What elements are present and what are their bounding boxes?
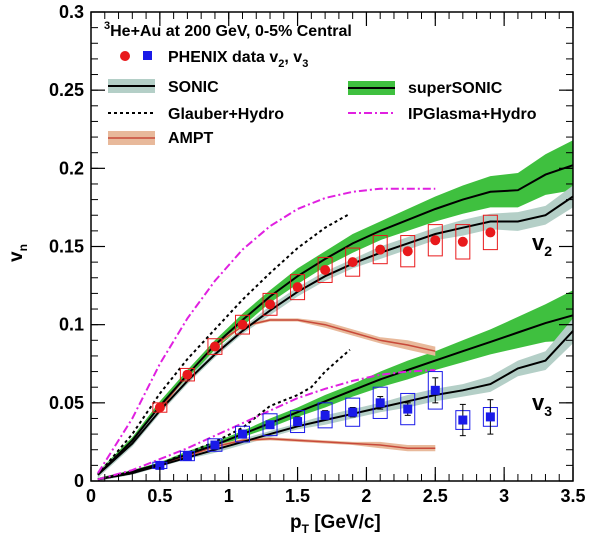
y-axis-title: vn (6, 244, 30, 262)
chart-title: 3He+Au at 200 GeV, 0-5% Central (104, 20, 352, 40)
y-tick-label: 0.2 (59, 158, 84, 178)
phenix-v2-point (154, 402, 165, 413)
phenix-v2-point (265, 299, 276, 310)
phenix-v2-syst-box (455, 224, 471, 260)
sonic-v2-band (97, 185, 574, 478)
phenix-v3-point (485, 412, 495, 422)
lines-layer (97, 164, 574, 481)
phenix-v3-point (293, 417, 303, 427)
phenix-v3-point (182, 451, 192, 461)
phenix-v2-syst-box (234, 314, 250, 335)
legend-label-glauber: Glauber+Hydro (168, 106, 284, 123)
ampt-v3-line (159, 438, 436, 467)
phenix-v2-point (320, 264, 331, 275)
x-tick-label: 0 (86, 486, 96, 506)
x-tick-label: 3 (499, 486, 509, 506)
legend-label-ipglasma: IPGlasma+Hydro (408, 106, 537, 123)
phenix-v3-point (155, 460, 165, 470)
x-tick-label: 2 (361, 486, 371, 506)
y-tick-label: 0.15 (49, 237, 84, 257)
label-v2: v2 (532, 230, 552, 259)
x-tick-label: 1.5 (285, 486, 310, 506)
data-layer (152, 214, 498, 470)
phenix-v2-point (182, 369, 193, 380)
phenix-v3-syst-box (262, 413, 278, 437)
glauber-v2-line (97, 212, 351, 476)
phenix-v2-point (457, 236, 468, 247)
phenix-v2-syst-box (179, 367, 195, 382)
x-tick-label: 2.5 (423, 486, 448, 506)
phenix-v3-syst-box (345, 397, 361, 427)
phenix-v3-syst-box (234, 425, 250, 443)
y-tick-label: 0.3 (59, 2, 84, 22)
phenix-v2-point (292, 282, 303, 293)
phenix-v3-syst-box (317, 402, 333, 429)
phenix-v2-syst-box (427, 224, 443, 257)
phenix-v2-point (485, 227, 496, 238)
phenix-v3-point (348, 407, 358, 417)
x-tick-label: 3.5 (560, 486, 585, 506)
phenix-v3-syst-box (427, 371, 443, 410)
label-v3: v3 (532, 390, 552, 419)
phenix-v3-syst-box (400, 392, 416, 426)
phenix-v2-syst-box (372, 235, 388, 265)
phenix-v3-syst-box (207, 438, 223, 452)
legend: PHENIX data v2, v3 SONIC superSONIC Glau… (108, 49, 537, 147)
sonic-v2-line (97, 195, 574, 476)
ipglasma-v3-line (97, 369, 436, 481)
supersonic-v3-line (97, 314, 574, 481)
legend-label-sonic: SONIC (168, 79, 219, 96)
y-tick-label: 0.1 (59, 315, 84, 335)
phenix-v3-point (210, 440, 220, 450)
legend-marker-phenix-v2 (120, 51, 130, 61)
y-tick-label: 0 (74, 471, 84, 491)
phenix-v3-point (458, 415, 468, 425)
phenix-v3-point (403, 404, 413, 414)
phenix-v2-syst-box (290, 274, 306, 301)
phenix-v2-point (375, 244, 386, 255)
phenix-v3-point (430, 385, 440, 395)
x-tick-label: 0.5 (147, 486, 172, 506)
legend-label-supersonic: superSONIC (408, 80, 503, 97)
phenix-v2-point (402, 246, 413, 257)
y-tick-label: 0.25 (49, 80, 84, 100)
x-tick-label: 1 (224, 486, 234, 506)
phenix-v2-point (430, 235, 441, 246)
phenix-v2-point (237, 319, 248, 330)
legend-label-ampt: AMPT (168, 130, 214, 147)
phenix-v2-point (209, 341, 220, 352)
phenix-v2-syst-box (482, 214, 498, 251)
phenix-v3-syst-box (179, 450, 195, 462)
x-axis-title: pT [GeV/c] (290, 512, 381, 536)
ipglasma-v2-line (97, 187, 436, 474)
glauber-v3-line (97, 348, 351, 481)
phenix-v2-syst-box (207, 338, 223, 355)
y-tick-label: 0.05 (49, 393, 84, 413)
phenix-v3-syst-box (372, 386, 388, 419)
phenix-v3-point (265, 420, 275, 430)
phenix-v3-point (320, 410, 330, 420)
sonic-v3-line (97, 330, 574, 481)
legend-label-phenix: PHENIX data v2, v3 (168, 49, 308, 70)
phenix-v2-syst-box (317, 256, 333, 283)
phenix-v2-point (347, 257, 358, 268)
phenix-v2-syst-box (345, 247, 361, 277)
phenix-v3-point (237, 429, 247, 439)
supersonic-v2-band (97, 140, 574, 478)
phenix-v2-syst-box (262, 292, 278, 316)
phenix-v2-syst-box (400, 235, 416, 268)
legend-marker-phenix-v3 (143, 51, 152, 60)
supersonic-v3-band (97, 290, 574, 481)
supersonic-v2-line (97, 164, 574, 476)
ticks-layer: 0 0.5 1 1.5 2 2.5 3 3.5 0 0.05 0.1 0.15 0.2 0.25 0.3 (49, 2, 586, 506)
phenix-v3-point (375, 398, 385, 408)
phenix-v3-syst-box (290, 410, 306, 434)
